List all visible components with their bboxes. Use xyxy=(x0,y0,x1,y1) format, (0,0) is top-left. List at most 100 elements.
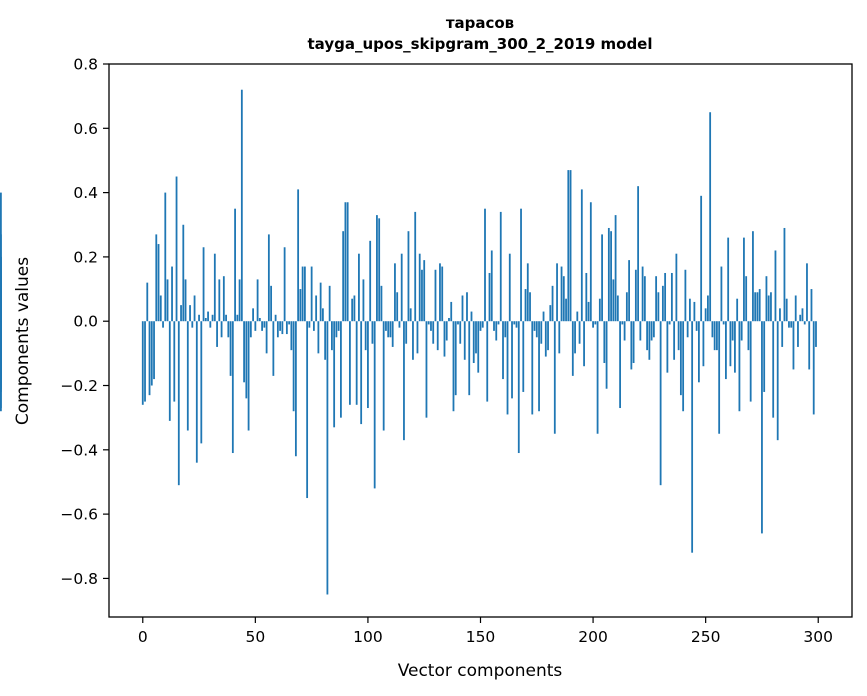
bar-138 xyxy=(452,321,455,412)
bar-204 xyxy=(601,234,603,322)
bar-44 xyxy=(240,89,243,322)
bar-190 xyxy=(569,170,572,322)
bar-233 xyxy=(666,321,669,373)
bar-100 xyxy=(367,321,369,409)
bar-211 xyxy=(616,295,619,322)
bar-254 xyxy=(713,321,716,351)
bar-297 xyxy=(810,289,813,322)
bar-292 xyxy=(799,314,802,322)
bar-11 xyxy=(166,279,169,322)
bar-16 xyxy=(177,321,180,486)
x-tick-label: 0 xyxy=(138,628,148,646)
y-tick-label: −0.2 xyxy=(60,377,98,395)
bar-279 xyxy=(770,292,772,322)
bar-27 xyxy=(202,247,205,322)
bar-281 xyxy=(774,250,777,322)
bar-299 xyxy=(815,321,817,347)
bar-49 xyxy=(252,308,254,322)
bar-188 xyxy=(565,298,567,322)
bar-205 xyxy=(603,321,606,364)
bar-167 xyxy=(517,321,520,454)
bar-1 xyxy=(144,321,146,402)
bar-121 xyxy=(414,211,417,322)
bar-59 xyxy=(274,314,277,322)
bar-206 xyxy=(605,321,608,389)
bar-133 xyxy=(441,266,444,322)
bar-271 xyxy=(752,231,754,322)
bar-7 xyxy=(157,244,160,322)
bar-87 xyxy=(337,321,340,331)
bar-231 xyxy=(661,285,664,322)
bar-195 xyxy=(580,189,583,322)
bar-35 xyxy=(220,321,223,338)
bar-179 xyxy=(544,321,547,357)
bar-22 xyxy=(191,321,194,328)
bar-196 xyxy=(583,321,585,367)
bar-81 xyxy=(324,321,327,360)
bar-214 xyxy=(623,321,626,341)
bar-6 xyxy=(155,234,158,322)
bar-65 xyxy=(288,321,291,325)
bar-238 xyxy=(677,321,680,351)
bar-224 xyxy=(646,321,649,351)
bar-246 xyxy=(695,321,698,331)
bar-113 xyxy=(396,292,399,322)
bar-104 xyxy=(376,215,378,322)
bar-78 xyxy=(317,321,320,354)
bar-9 xyxy=(162,321,164,328)
bar-172 xyxy=(529,292,531,322)
y-tick-label: −0.8 xyxy=(60,570,98,588)
bar-275 xyxy=(761,321,763,534)
bar-10 xyxy=(164,192,167,322)
bar-287 xyxy=(788,321,790,328)
bar-132 xyxy=(439,263,441,322)
bar-274 xyxy=(758,289,761,322)
x-tick-label: 50 xyxy=(245,628,265,646)
bar-127 xyxy=(427,321,430,325)
bar-114 xyxy=(398,321,401,328)
bar-46 xyxy=(245,321,248,399)
bar-60 xyxy=(276,321,279,338)
bar-20 xyxy=(186,321,189,431)
bar-139 xyxy=(454,321,457,396)
bar-34 xyxy=(218,279,221,322)
bar-152 xyxy=(484,208,486,322)
bars-layer xyxy=(0,89,817,595)
bar-177 xyxy=(540,321,543,344)
bar-197 xyxy=(585,272,588,322)
bar-294 xyxy=(803,321,806,325)
bar-119 xyxy=(409,308,412,322)
bar-265 xyxy=(738,321,741,412)
bar-45 xyxy=(243,321,245,383)
bar-123 xyxy=(418,253,421,322)
bar-105 xyxy=(378,218,381,322)
bar-293 xyxy=(801,308,804,322)
bar-193 xyxy=(576,311,579,322)
bar-221 xyxy=(639,321,642,341)
bar-229 xyxy=(657,292,660,322)
bar-98 xyxy=(362,279,365,322)
bar-157 xyxy=(495,321,498,341)
bar-71 xyxy=(301,266,304,322)
bar-228 xyxy=(655,276,658,322)
bar-200 xyxy=(592,321,594,328)
bar-260 xyxy=(727,237,730,322)
bar-131 xyxy=(436,321,439,351)
bar-4 xyxy=(150,321,153,386)
bar-0 xyxy=(141,321,144,405)
bar-21 xyxy=(189,305,191,322)
bar-168 xyxy=(520,208,522,322)
bar-191 xyxy=(571,321,574,376)
bar-57 xyxy=(270,285,273,322)
bar-17 xyxy=(180,305,182,322)
bar-230 xyxy=(659,321,662,486)
bar-128 xyxy=(430,321,432,331)
bar-102 xyxy=(371,321,374,344)
bar-236 xyxy=(673,321,676,360)
bar-142 xyxy=(461,295,464,322)
bar-130 xyxy=(434,269,437,322)
bar-150 xyxy=(479,321,482,331)
bar-171 xyxy=(526,263,529,322)
bar-41 xyxy=(234,208,236,322)
